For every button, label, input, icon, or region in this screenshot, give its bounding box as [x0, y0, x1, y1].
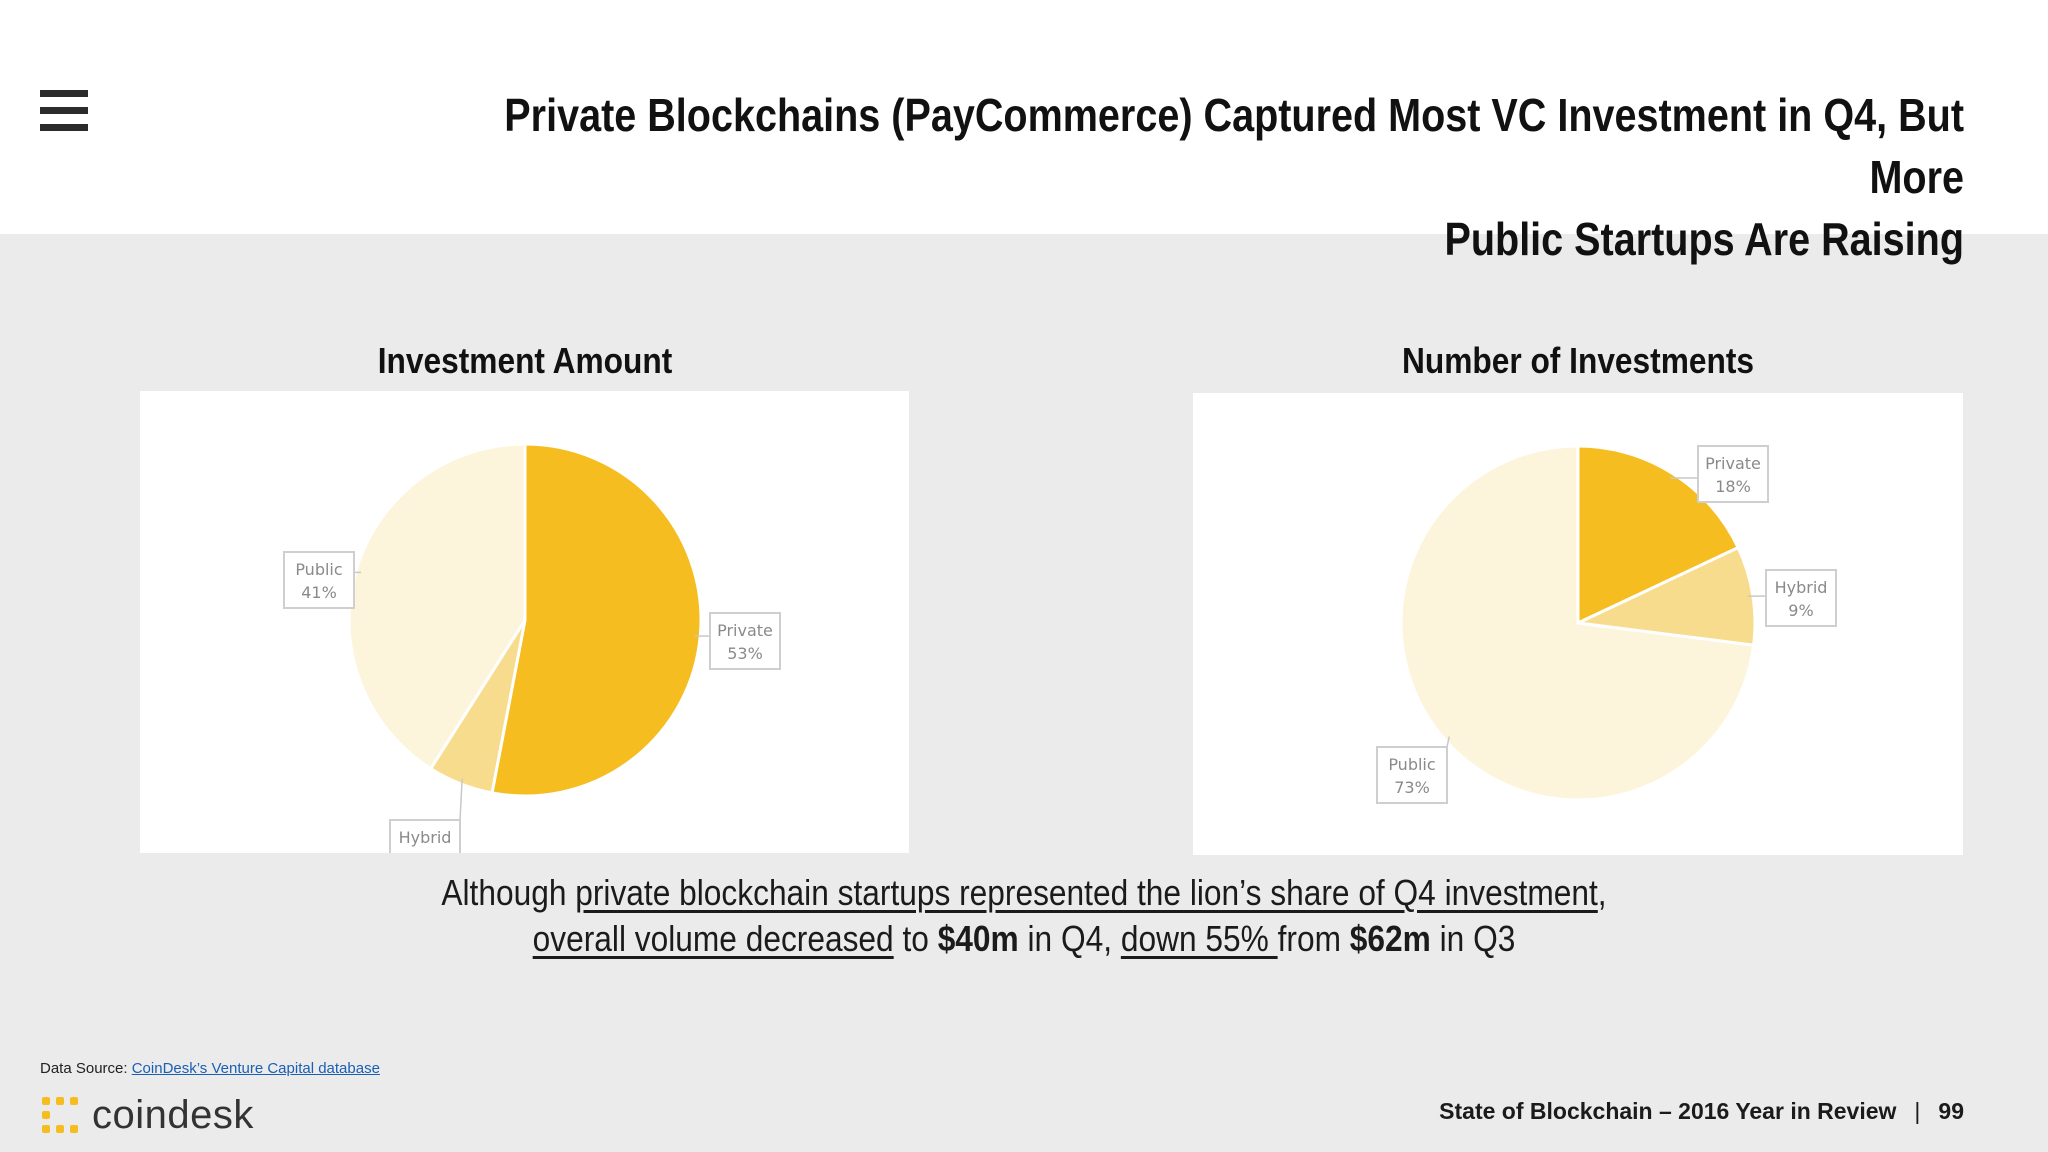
slice-value-private: 53%	[727, 644, 763, 663]
summary-underlined-text: private blockchain startups represented …	[575, 872, 1598, 913]
callout-box-public	[1376, 746, 1448, 804]
summary-text-part: Although	[441, 872, 576, 913]
coindesk-logo-text: coindesk	[92, 1092, 254, 1137]
callout-box-private	[1697, 445, 1769, 503]
data-source-label: Data Source:	[40, 1060, 132, 1077]
slice-label-private: Private	[717, 621, 773, 640]
hamburger-menu-icon[interactable]	[40, 90, 88, 132]
pie-slice-private	[1576, 444, 1741, 626]
slice-value-hybrid: 9%	[1788, 601, 1813, 620]
pie-chart-number-of-investments: Private 18% Hybrid 9% Public 73%	[1376, 444, 1837, 804]
callout-box-private	[709, 612, 781, 670]
chart-panel-number-of-investments: Private 18% Hybrid 9% Public 73%	[1193, 393, 1963, 855]
chart-panel-investment-amount: Private 53% Hybrid 6% Public 41%	[140, 391, 909, 853]
summary-text-part: from	[1277, 918, 1350, 959]
slice-label-hybrid: Hybrid	[1775, 578, 1828, 597]
page-title-line-2: Public Startups Are Raising	[1444, 213, 1964, 265]
pie-slice-hybrid	[1572, 545, 1757, 647]
coindesk-logo[interactable]: coindesk	[40, 1093, 254, 1137]
summary-text: Although private blockchain startups rep…	[334, 870, 1714, 962]
callout-box-hybrid	[1765, 569, 1837, 627]
slice-value-private: 18%	[1715, 477, 1751, 496]
slice-label-public: Public	[1388, 755, 1435, 774]
header-bar: Private Blockchains (PayCommerce) Captur…	[0, 0, 2048, 265]
summary-line-2: overall volume decreased to $40m in Q4, …	[334, 916, 1714, 962]
summary-underlined-text: overall volume decreased	[532, 918, 894, 959]
slice-label-private: Private	[1705, 454, 1761, 473]
callout-leader-hybrid	[459, 778, 463, 821]
chart-title-investment-amount: Investment Amount	[377, 340, 673, 381]
callout-box-public	[283, 551, 355, 609]
summary-text-part: ,	[1597, 872, 1607, 913]
slice-label-public: Public	[295, 560, 342, 579]
summary-bold-value: $62m	[1349, 918, 1431, 959]
callout-leader-public	[1446, 736, 1450, 748]
summary-line-1: Although private blockchain startups rep…	[334, 870, 1714, 916]
footer-report-title: State of Blockchain – 2016 Year in Revie…	[1439, 1098, 1897, 1124]
data-source: Data Source: CoinDesk’s Venture Capital …	[40, 1060, 380, 1077]
summary-text-part: to	[893, 918, 938, 959]
slice-value-hybrid: 6%	[412, 851, 437, 853]
pie-slice-public	[347, 442, 527, 771]
callout-box-hybrid	[389, 819, 461, 853]
pie-chart-investment-amount: Private 53% Hybrid 6% Public 41%	[283, 442, 781, 853]
chart-title-number-of-investments: Number of Investments	[1401, 340, 1755, 381]
slice-value-public: 41%	[301, 583, 337, 602]
slice-value-public: 73%	[1394, 778, 1430, 797]
summary-bold-value: $40m	[937, 918, 1019, 959]
footer-separator: |	[1914, 1098, 1921, 1124]
pie-slice-public	[1399, 444, 1756, 802]
summary-text-part: in Q3	[1430, 918, 1516, 959]
footer: State of Blockchain – 2016 Year in Revie…	[1439, 1098, 1964, 1125]
coindesk-logo-icon	[42, 1097, 78, 1133]
page-number: 99	[1938, 1098, 1964, 1124]
page-title: Private Blockchains (PayCommerce) Captur…	[433, 84, 1964, 270]
summary-text-part: in Q4,	[1018, 918, 1121, 959]
summary-underlined-text: down 55%	[1120, 918, 1278, 959]
page-title-line-1: Private Blockchains (PayCommerce) Captur…	[504, 89, 1965, 203]
slice-label-hybrid: Hybrid	[399, 828, 452, 847]
data-source-link[interactable]: CoinDesk’s Venture Capital database	[131, 1060, 380, 1077]
